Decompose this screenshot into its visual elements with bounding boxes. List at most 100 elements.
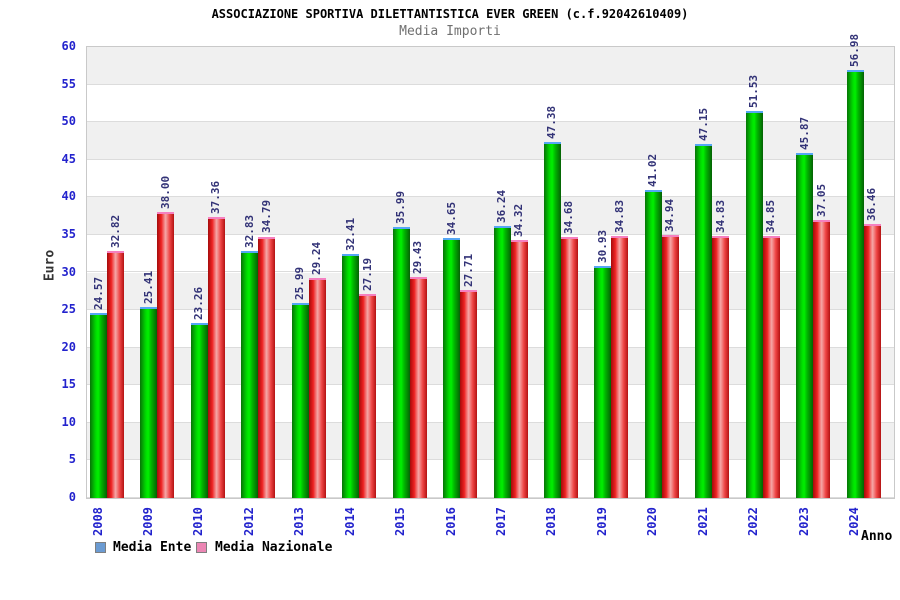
bar-value-label: 27.71	[461, 253, 475, 287]
bar-value-label: 34.68	[562, 201, 576, 235]
bar-media-nazionale	[813, 219, 831, 498]
legend-label-media-nazionale: Media Nazionale	[215, 540, 333, 555]
x-tick-label: 2008	[90, 507, 105, 536]
bar-value-label: 34.32	[512, 203, 525, 238]
y-tick-label: 25	[61, 302, 76, 317]
x-tick-label: 2018	[544, 507, 559, 536]
bar-value-label: 34.83	[713, 200, 727, 234]
bar-media-nazionale	[207, 217, 225, 498]
x-tick-label: 2016	[443, 507, 458, 536]
bar-media-ente	[90, 313, 107, 498]
grid-band	[87, 122, 894, 160]
bar-media-nazionale	[460, 289, 478, 498]
chart-subtitle: Media Importi	[399, 24, 501, 39]
bar-media-ente	[594, 265, 612, 498]
y-tick-label: 35	[61, 226, 76, 241]
bar-value-label: 38.00	[158, 176, 172, 210]
bar-value-label: 34.85	[764, 199, 778, 234]
y-tick-label: 30	[61, 264, 76, 279]
legend-swatch-media-ente	[95, 542, 106, 553]
x-tick-label: 2009	[140, 507, 155, 536]
grid-band	[87, 47, 894, 85]
bar-media-nazionale	[863, 223, 881, 498]
bar-value-label: 25.99	[293, 266, 307, 300]
bar-media-ente	[796, 153, 814, 498]
legend-label-media-ente: Media Ente	[113, 540, 192, 555]
y-tick-label: 55	[61, 76, 76, 91]
bar-media-ente	[745, 110, 763, 498]
x-tick-label: 2017	[494, 507, 508, 536]
bar-media-nazionale	[308, 278, 326, 498]
x-tick-label: 2014	[342, 507, 357, 536]
bar-value-label: 36.24	[495, 189, 508, 223]
y-tick-label: 15	[61, 377, 76, 392]
x-tick-label: 2019	[594, 507, 609, 536]
x-tick-label: 2024	[847, 507, 862, 536]
bar-media-ente	[392, 227, 410, 498]
bar-media-ente	[140, 307, 158, 498]
bar-media-ente	[342, 254, 360, 498]
grid-band	[87, 84, 894, 123]
bar-media-nazionale	[359, 293, 377, 498]
bar-media-nazionale	[409, 276, 427, 498]
x-tick-label: 2010	[191, 507, 206, 536]
bar-value-label: 47.38	[545, 105, 559, 139]
bar-media-nazionale	[560, 237, 578, 498]
bar-media-ente	[291, 302, 309, 498]
legend-swatch-media-nazionale	[196, 542, 207, 553]
bar-value-label: 34.65	[444, 201, 458, 235]
x-tick-label: 2021	[695, 507, 710, 536]
bar-value-label: 47.15	[696, 107, 710, 141]
bar-media-ente	[190, 323, 208, 498]
bar-value-label: 32.41	[343, 218, 357, 252]
bar-value-label: 30.93	[595, 229, 609, 263]
bar-media-ente	[846, 69, 864, 498]
bar-value-label: 37.36	[209, 181, 223, 215]
bar-value-label: 37.05	[814, 183, 828, 217]
bar-media-nazionale	[661, 235, 679, 498]
bar-media-nazionale	[712, 236, 730, 498]
bar-media-nazionale	[157, 212, 175, 498]
x-tick-label: 2023	[796, 507, 811, 536]
bar-value-label: 27.19	[360, 257, 374, 291]
bar-media-nazionale	[107, 251, 124, 498]
bar-value-label: 29.43	[411, 240, 425, 274]
bar-media-nazionale	[258, 236, 276, 498]
bar-value-label: 35.99	[394, 191, 408, 225]
bar-media-nazionale	[510, 240, 528, 498]
legend: Media Ente Media Nazionale	[0, 538, 900, 558]
x-tick-label: 2012	[241, 507, 256, 536]
bar-value-label: 32.82	[108, 215, 122, 249]
bar-media-nazionale	[611, 236, 629, 498]
bar-value-label: 24.57	[91, 277, 105, 311]
y-tick-label: 40	[61, 189, 76, 204]
x-tick-label: 2015	[393, 507, 408, 536]
bar-value-label: 41.02	[646, 153, 660, 187]
y-tick-label: 60	[61, 39, 76, 53]
bar-value-label: 23.26	[192, 287, 206, 321]
x-tick-label: 2022	[746, 507, 761, 536]
y-tick-label: 5	[68, 452, 76, 467]
bar-value-label: 34.79	[259, 200, 273, 234]
bar-value-label: 45.87	[797, 117, 811, 151]
bar-value-label: 36.46	[865, 187, 879, 221]
bar-media-ente	[644, 189, 662, 498]
y-tick-label: 45	[61, 151, 76, 166]
bar-value-label: 51.53	[747, 74, 761, 108]
y-tick-label: 50	[61, 114, 76, 129]
bar-media-ente	[241, 251, 259, 498]
bar-value-label: 34.83	[612, 200, 626, 234]
plot-area: 24.57 32.82 25.41 38.00 23.26 37.36 32.83 34.79…	[86, 34, 895, 499]
bar-value-label: 32.83	[242, 215, 256, 249]
y-tick-label: 10	[61, 414, 76, 429]
bar-value-label: 34.94	[663, 199, 677, 233]
bar-media-ente	[543, 141, 561, 498]
bar-value-label: 29.24	[310, 242, 324, 276]
chart-title: ASSOCIAZIONE SPORTIVA DILETTANTISTICA EV…	[211, 7, 689, 21]
x-tick-label: 2013	[292, 507, 307, 536]
bar-media-ente	[695, 143, 713, 498]
x-tick-label: 2020	[645, 507, 660, 536]
bar-media-nazionale	[762, 236, 780, 498]
x-axis-label: Anno	[861, 529, 893, 544]
y-tick-label: 20	[61, 339, 76, 354]
